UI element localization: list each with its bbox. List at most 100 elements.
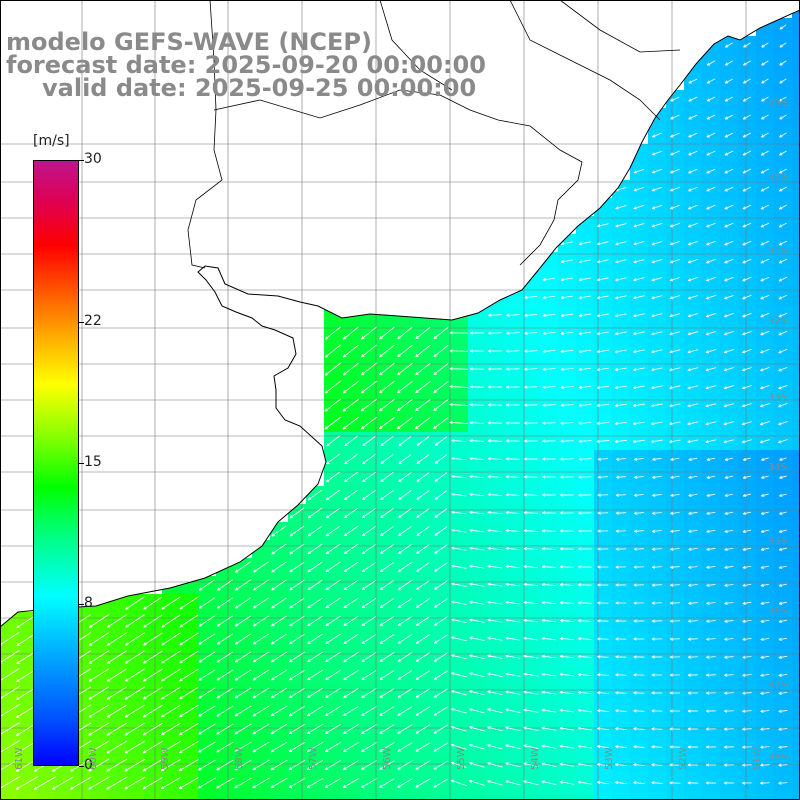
latitude-label: 35S <box>768 536 788 547</box>
wind-arrow <box>541 618 557 623</box>
wind-arrow <box>742 114 751 120</box>
wind-arrow <box>597 583 609 587</box>
wind-arrow <box>271 597 287 609</box>
wind-arrow <box>743 78 751 84</box>
wind-arrow <box>397 398 413 412</box>
wind-arrow <box>415 670 431 680</box>
wind-arrow <box>216 759 234 771</box>
wind-arrow <box>706 96 716 102</box>
wind-arrow <box>469 385 484 389</box>
wind-arrow <box>633 655 645 659</box>
wind-arrow <box>469 349 484 353</box>
wind-arrow <box>469 331 484 335</box>
field-cell <box>792 648 800 667</box>
wind-arrow <box>669 619 680 623</box>
wind-arrow <box>488 349 502 353</box>
wind-arrow <box>597 637 609 641</box>
wind-arrow <box>379 580 394 590</box>
wind-arrow <box>706 619 716 623</box>
field-cell <box>702 792 721 800</box>
wind-arrow <box>560 439 574 443</box>
wind-arrow <box>324 344 342 358</box>
wind-arrow <box>505 564 521 569</box>
field-cell <box>108 792 127 800</box>
wind-arrow <box>487 510 503 515</box>
wind-arrow <box>723 781 734 785</box>
field-cell <box>486 792 505 800</box>
wind-arrow <box>52 776 74 790</box>
wind-arrow <box>597 475 609 479</box>
wind-arrow <box>505 457 520 461</box>
wind-arrow <box>615 313 627 318</box>
wind-arrow <box>670 96 680 102</box>
wind-arrow <box>669 349 681 354</box>
wind-arrow <box>325 669 341 681</box>
wind-arrow <box>487 600 503 605</box>
wind-arrow <box>324 416 342 430</box>
wind-arrow <box>760 691 770 695</box>
field-cell <box>288 792 307 800</box>
wind-arrow <box>615 619 627 623</box>
wind-arrow <box>433 778 449 788</box>
wind-arrow <box>398 472 412 482</box>
wind-arrow <box>433 417 449 430</box>
wind-arrow <box>434 436 448 446</box>
wind-arrow <box>742 781 752 785</box>
wind-arrow <box>705 763 716 767</box>
field-cell <box>144 792 163 800</box>
wind-arrow <box>270 669 287 681</box>
wind-arrow <box>451 528 467 533</box>
colorbar-tick-mark <box>79 604 84 606</box>
field-cell <box>522 792 541 800</box>
wind-arrow <box>70 758 92 772</box>
wind-arrow <box>271 543 287 555</box>
wind-arrow <box>669 421 681 426</box>
wind-arrow <box>723 385 735 390</box>
wind-arrow <box>560 367 574 371</box>
wind-arrow <box>307 489 323 501</box>
wind-arrow <box>578 277 591 282</box>
wind-arrow <box>343 670 359 681</box>
wind-arrow <box>106 722 128 736</box>
field-cell <box>792 432 800 451</box>
wind-arrow <box>179 614 199 628</box>
wind-arrow <box>559 690 575 695</box>
wind-arrow <box>669 277 681 282</box>
wind-arrow <box>651 313 663 318</box>
wind-arrow <box>523 529 538 533</box>
wind-arrow <box>124 740 146 754</box>
wind-arrow <box>597 493 609 497</box>
colorbar-tick-label: 0 <box>84 757 93 773</box>
wind-arrow <box>779 493 787 497</box>
wind-arrow <box>559 780 575 785</box>
wind-arrow <box>560 493 574 497</box>
wind-arrow <box>343 688 359 699</box>
wind-arrow <box>343 543 359 555</box>
wind-arrow <box>577 672 592 677</box>
wind-arrow <box>325 507 341 519</box>
wind-arrow <box>597 295 609 300</box>
field-cell <box>792 594 800 613</box>
wind-arrow <box>578 331 592 336</box>
wind-arrow <box>487 672 503 677</box>
field-cell <box>774 792 793 800</box>
wind-arrow <box>234 669 252 681</box>
wind-arrow <box>288 723 306 735</box>
wind-arrow <box>379 362 395 376</box>
wind-arrow <box>506 421 520 425</box>
wind-arrow <box>542 295 556 300</box>
wind-arrow <box>597 277 609 282</box>
wind-arrow <box>706 529 716 533</box>
wind-arrow <box>143 632 163 646</box>
wind-arrow <box>107 614 127 628</box>
wind-arrow <box>541 600 556 605</box>
wind-arrow <box>778 366 788 372</box>
field-cell <box>162 792 181 800</box>
wind-arrow <box>651 385 663 390</box>
wind-arrow <box>651 421 663 426</box>
field-cell <box>792 576 800 595</box>
wind-arrow <box>724 655 734 659</box>
wind-arrow <box>706 511 716 515</box>
wind-arrow <box>361 580 377 591</box>
wind-arrow <box>724 132 734 138</box>
